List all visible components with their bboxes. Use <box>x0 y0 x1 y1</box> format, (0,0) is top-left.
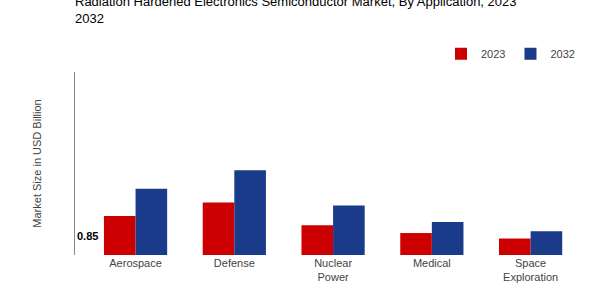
svg-text:Defense: Defense <box>214 257 255 269</box>
svg-text:2023: 2023 <box>481 48 505 60</box>
svg-text:2032: 2032 <box>550 48 574 60</box>
svg-text:SpaceExploration: SpaceExploration <box>503 257 558 283</box>
svg-text:Radiation Hardened Electronics: Radiation Hardened Electronics Semicondu… <box>75 0 517 26</box>
svg-text:Medical: Medical <box>413 257 451 269</box>
svg-text:Market Size in USD Billion: Market Size in USD Billion <box>31 99 43 227</box>
svg-text:Aerospace: Aerospace <box>109 257 162 269</box>
svg-text:NuclearPower: NuclearPower <box>314 257 352 283</box>
svg-text:0.85: 0.85 <box>77 230 98 242</box>
